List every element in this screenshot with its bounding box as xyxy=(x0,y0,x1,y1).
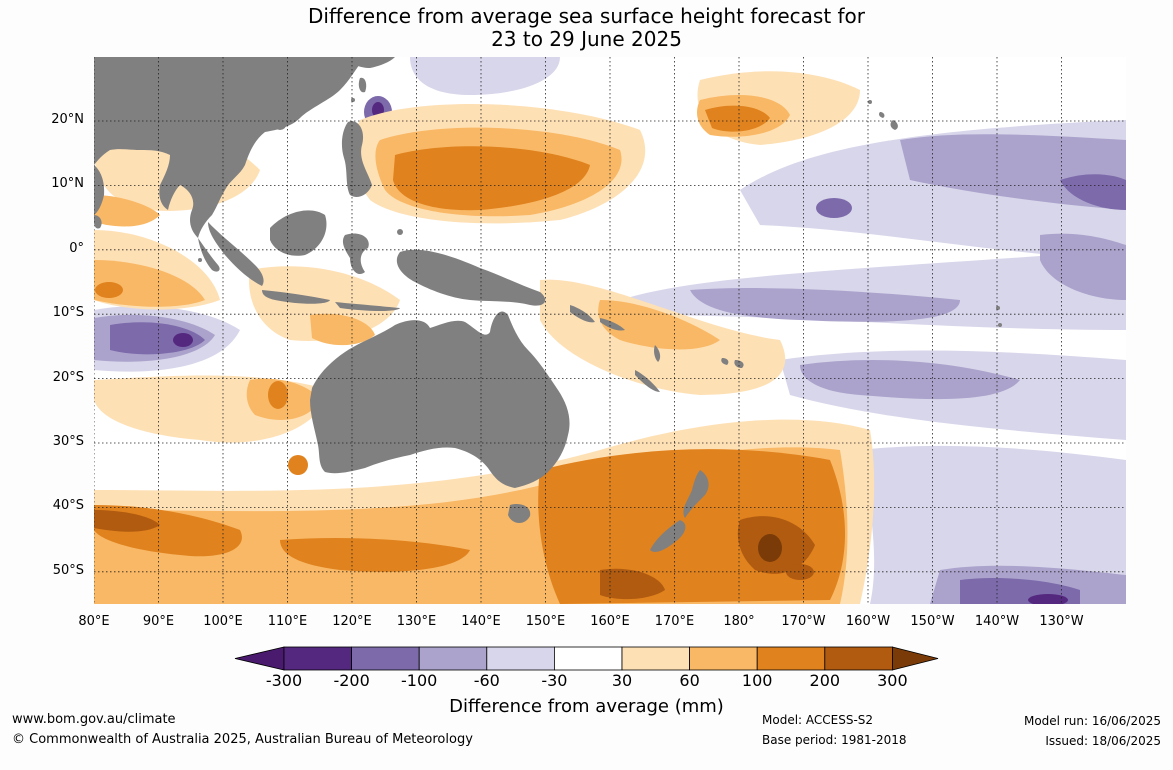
base-period: Base period: 1981-2018 xyxy=(762,733,907,747)
latitude-label: 10°N xyxy=(51,176,84,192)
colorbar-max-extension xyxy=(892,646,939,671)
copyright-text: © Commonwealth of Australia 2025, Austra… xyxy=(12,732,473,747)
new-zealand xyxy=(683,470,709,518)
colorbar-min-extension xyxy=(234,646,285,671)
title-line-2: 23 to 29 June 2025 xyxy=(491,27,682,51)
australia xyxy=(310,311,570,488)
longitude-label: 170°W xyxy=(781,614,826,629)
map-title: Difference from average sea surface heig… xyxy=(0,5,1173,51)
longitude-label: 110°E xyxy=(267,614,308,629)
new-guinea xyxy=(396,249,546,306)
model-name: Model: ACCESS-S2 xyxy=(762,713,874,727)
colorbar-segment xyxy=(621,646,690,671)
longitude-label: 100°E xyxy=(203,614,243,629)
colorbar-tick-label: 200 xyxy=(809,671,841,690)
longitude-label: 140°W xyxy=(974,614,1020,629)
colorbar-segment xyxy=(554,646,623,671)
latitude-label: 0° xyxy=(69,240,84,256)
longitude-label: 130°E xyxy=(396,614,437,629)
colorbar-tick-label: 100 xyxy=(741,671,773,690)
longitude-label: 140°E xyxy=(461,614,501,629)
longitude-label: 160°E xyxy=(590,614,630,629)
latitude-label: 50°S xyxy=(52,562,84,578)
land-masses xyxy=(94,57,1002,553)
issued-date: Issued: 18/06/2025 xyxy=(1045,734,1161,748)
colorbar-segment xyxy=(486,646,555,671)
model-run-date: Model run: 16/06/2025 xyxy=(1023,714,1161,728)
longitude-label: 80°E xyxy=(78,614,110,629)
website-link[interactable]: www.bom.gov.au/climate xyxy=(12,712,176,727)
latitude-label: 20°S xyxy=(52,369,84,385)
longitude-label: 150°W xyxy=(910,614,955,629)
colorbar-segment xyxy=(283,646,352,671)
latitude-label: 10°S xyxy=(52,305,84,321)
title-line-1: Difference from average sea surface heig… xyxy=(307,4,866,28)
colorbar xyxy=(234,646,939,671)
latitude-label: 40°S xyxy=(52,498,84,514)
colorbar-tick-label: -30 xyxy=(541,671,568,690)
colorbar-title: Difference from average (mm) xyxy=(449,696,724,717)
asia-mainland xyxy=(94,57,365,238)
latitude-label: 20°N xyxy=(51,112,84,127)
colorbar-tick-label: -100 xyxy=(401,671,438,690)
longitude-label: 90°E xyxy=(142,614,175,629)
philippines xyxy=(341,121,372,197)
colorbar-segment xyxy=(689,646,758,671)
colorbar-segment xyxy=(351,646,420,671)
graticule xyxy=(94,57,1126,604)
longitude-label: 150°E xyxy=(525,614,566,629)
longitude-label: 180° xyxy=(723,614,755,629)
colorbar-tick-label: 60 xyxy=(679,671,700,690)
colorbar-segment xyxy=(756,646,826,671)
colorbar-segment xyxy=(418,646,488,671)
longitude-label: 160°W xyxy=(845,614,891,629)
longitude-label: 170°E xyxy=(654,614,695,629)
longitude-label: 120°E xyxy=(332,614,372,629)
colorbar-tick-label: -300 xyxy=(265,671,303,690)
latitude-label: 30°S xyxy=(52,434,84,449)
colorbar-tick-label: 300 xyxy=(877,671,908,690)
colorbar-tick-label: 30 xyxy=(611,671,633,690)
colorbar-tick-label: -60 xyxy=(473,671,500,690)
colorbar-segment xyxy=(824,646,893,671)
sumatra xyxy=(208,222,264,286)
longitude-label: 130°W xyxy=(1039,614,1084,629)
colorbar-tick-label: -200 xyxy=(333,671,370,690)
borneo xyxy=(270,210,327,256)
